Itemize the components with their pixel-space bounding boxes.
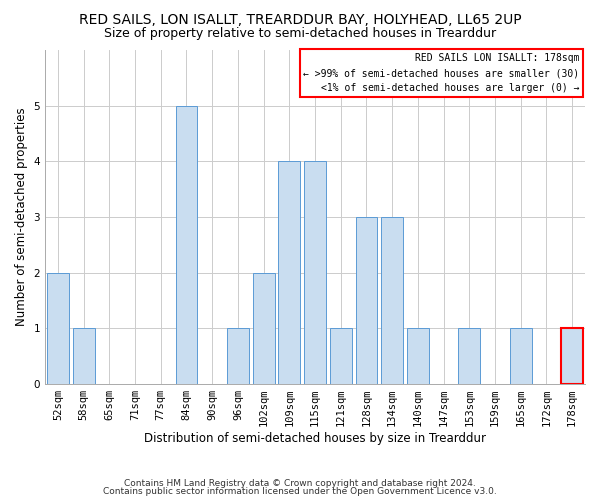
Bar	[561, 328, 583, 384]
Bar	[458, 328, 480, 384]
Bar	[253, 272, 275, 384]
Text: Contains public sector information licensed under the Open Government Licence v3: Contains public sector information licen…	[103, 487, 497, 496]
X-axis label: Distribution of semi-detached houses by size in Trearddur: Distribution of semi-detached houses by …	[144, 432, 486, 445]
Bar	[47, 272, 69, 384]
Bar	[304, 162, 326, 384]
Y-axis label: Number of semi-detached properties: Number of semi-detached properties	[15, 108, 28, 326]
Bar	[381, 217, 403, 384]
Text: RED SAILS, LON ISALLT, TREARDDUR BAY, HOLYHEAD, LL65 2UP: RED SAILS, LON ISALLT, TREARDDUR BAY, HO…	[79, 12, 521, 26]
Text: Contains HM Land Registry data © Crown copyright and database right 2024.: Contains HM Land Registry data © Crown c…	[124, 478, 476, 488]
Bar	[510, 328, 532, 384]
Bar	[330, 328, 352, 384]
Bar	[73, 328, 95, 384]
Bar	[407, 328, 429, 384]
Bar	[176, 106, 197, 384]
Bar	[227, 328, 249, 384]
Bar	[356, 217, 377, 384]
Text: RED SAILS LON ISALLT: 178sqm
← >99% of semi-detached houses are smaller (30)
<1%: RED SAILS LON ISALLT: 178sqm ← >99% of s…	[304, 54, 580, 93]
Bar	[278, 162, 300, 384]
Text: Size of property relative to semi-detached houses in Trearddur: Size of property relative to semi-detach…	[104, 28, 496, 40]
